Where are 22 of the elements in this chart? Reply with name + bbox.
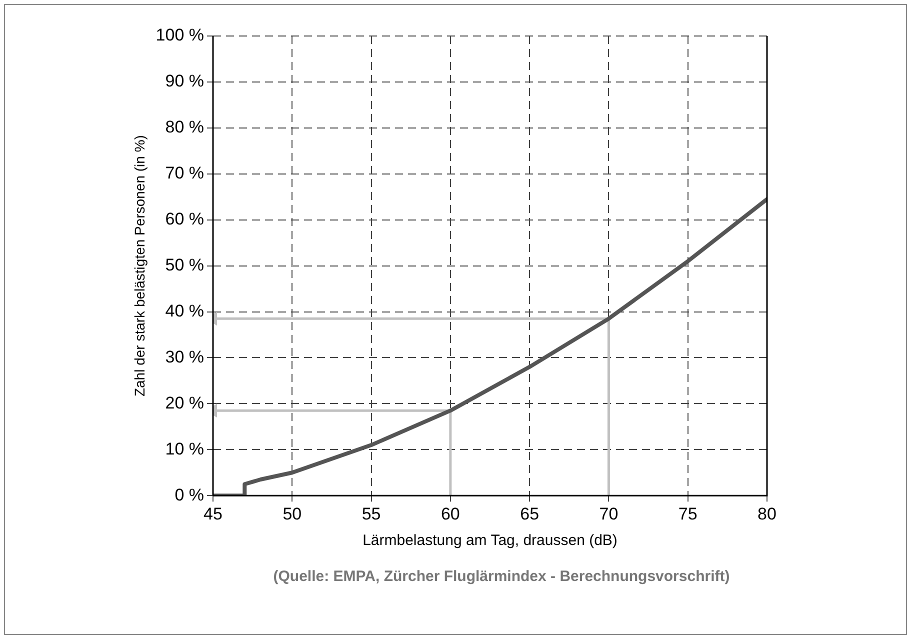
y-tick-label: 20 %: [165, 393, 204, 412]
text: (Quelle: EMPA, Zürcher Fluglärmindex - Berechnungsvorschrift): [272, 568, 731, 585]
y-tick-label: 100 %: [156, 26, 204, 45]
x-tick-label: 65: [520, 504, 540, 524]
x-tick-label: 75: [678, 504, 698, 524]
y-tick-label: 70 %: [165, 164, 204, 183]
x-tick-label: 70: [599, 504, 618, 524]
y-tick-label: 30 %: [165, 347, 204, 366]
y-tick-label: 90 %: [165, 72, 204, 91]
y-tick-label: 40 %: [165, 301, 204, 320]
y-tick-label: 0 %: [174, 485, 204, 504]
x-tick-label: 55: [362, 504, 381, 524]
y-axis-title: Zahl der stark belästigten Personen (in %): [131, 135, 148, 397]
y-tick-label: 10 %: [165, 439, 204, 458]
x-tick-label: 60: [440, 504, 460, 524]
x-tick-label: 80: [758, 504, 776, 524]
y-tick-label: 50 %: [165, 255, 204, 274]
y-tick-label: 60 %: [165, 210, 204, 229]
x-tick-label: 45: [204, 504, 222, 524]
x-axis-title: Lärmbelastung am Tag, draussen (dB): [362, 532, 618, 550]
y-tick-label: 80 %: [165, 118, 204, 137]
x-tick-label: 50: [282, 504, 302, 524]
